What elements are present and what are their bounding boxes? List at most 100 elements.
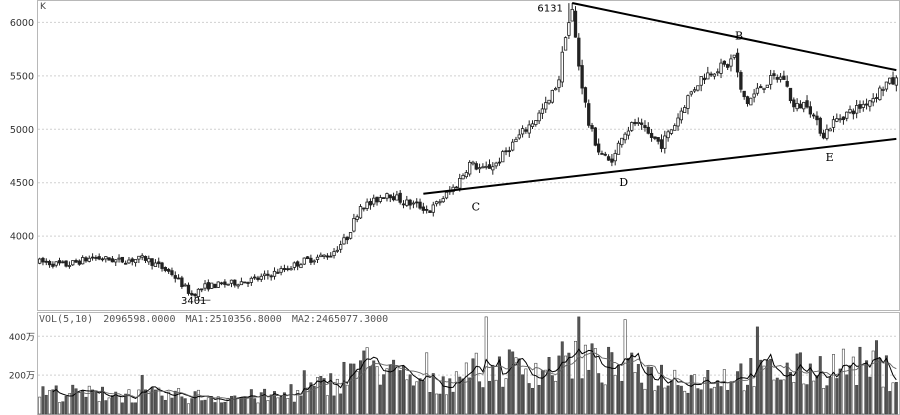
volume-bar (48, 390, 52, 415)
price-tick-label: 5500 (10, 71, 34, 82)
volume-bar (398, 370, 402, 415)
volume-bar (865, 360, 869, 415)
candle-down (454, 186, 459, 189)
candle-up (884, 81, 889, 90)
candle-down (110, 258, 115, 263)
trendline-upper (571, 2, 897, 72)
volume-bar (339, 393, 343, 415)
candle-down (309, 257, 313, 263)
trendline-lower (423, 137, 897, 195)
volume-bar (74, 388, 78, 415)
candle-down (841, 116, 846, 121)
volume-bar (501, 386, 505, 415)
candle-down (401, 203, 406, 206)
volume-bar (402, 365, 405, 415)
volume-bar (580, 378, 584, 415)
volume-bar (726, 389, 730, 415)
volume-bar (114, 391, 118, 415)
volume-bar (349, 363, 353, 415)
volume-bar (845, 374, 849, 415)
volume-bar (640, 382, 644, 415)
volume-bar (61, 401, 65, 415)
candle-up (461, 175, 465, 180)
volume-bar (259, 392, 263, 415)
candle-down (428, 210, 432, 213)
candle-up (342, 237, 346, 245)
candle-up (239, 281, 244, 286)
volume-bar (789, 372, 792, 415)
candle-up (299, 264, 303, 269)
candle-down (193, 293, 197, 297)
volume-bar (104, 400, 108, 415)
volume-bar (861, 364, 865, 415)
candle-down (507, 150, 512, 153)
volume-axis-ticks: 200万 400万 (9, 333, 35, 382)
candle-up (332, 251, 336, 256)
candle-up (696, 85, 700, 91)
candle-up (467, 161, 472, 175)
volume-bar (292, 401, 296, 415)
candle-up (355, 216, 359, 220)
candle-up (117, 257, 121, 260)
volume-bar (87, 385, 91, 415)
volume-bar (673, 369, 677, 415)
candle-up (216, 281, 220, 288)
volume-bar (782, 379, 786, 415)
candle-up (802, 101, 806, 110)
candle-up (616, 142, 621, 155)
volume-bar (706, 370, 710, 415)
candle-up (762, 87, 766, 90)
price-panel-label: K (40, 2, 47, 12)
volume-bar (263, 388, 267, 415)
candle-down (391, 196, 396, 201)
volume-bar (372, 360, 376, 415)
volume-bar (319, 375, 323, 415)
volume-bar (484, 316, 488, 415)
candle-up (514, 138, 518, 143)
volume-bar (544, 369, 548, 415)
candle-down (57, 260, 62, 264)
volume-bar (180, 396, 184, 415)
candle-down (649, 132, 654, 138)
candle-down (600, 153, 604, 155)
candle-down (792, 99, 796, 108)
candle-up (365, 201, 369, 209)
candle-down (590, 125, 594, 129)
high-price-label: 6131 (537, 3, 562, 14)
candle-down (418, 201, 422, 209)
volume-bar (167, 391, 171, 415)
candle-down (51, 263, 55, 267)
volume-bar (451, 391, 455, 415)
candle-down (587, 103, 591, 126)
volume-bar (709, 388, 713, 415)
candle-down (74, 260, 78, 263)
candle-down (580, 65, 584, 89)
candle-up (544, 102, 548, 110)
price-tick-label: 5000 (10, 125, 34, 136)
candle-down (90, 256, 95, 259)
candle-up (395, 194, 399, 201)
volume-title: VOL(5,10) (39, 314, 93, 325)
candle-down (173, 275, 177, 279)
price-tick-label: 6000 (10, 18, 34, 29)
candle-up (630, 122, 634, 131)
candle-up (71, 260, 75, 266)
candle-up (686, 95, 690, 109)
volume-bar (881, 386, 885, 415)
candle-down (41, 257, 45, 263)
volume-bar (732, 380, 736, 415)
candle-up (438, 201, 442, 204)
candle-down (345, 236, 349, 241)
volume-bar (587, 369, 591, 415)
volume-bar (511, 351, 515, 415)
volume-bar (276, 397, 280, 415)
candle-down (858, 104, 862, 109)
candle-up (752, 93, 756, 98)
volume-bar (299, 395, 303, 415)
volume-bar (134, 402, 138, 415)
volume-bar (120, 402, 124, 415)
volume-bar (216, 396, 220, 415)
candle-up (894, 77, 899, 86)
volume-bar (808, 363, 812, 415)
candle-down (702, 77, 707, 81)
